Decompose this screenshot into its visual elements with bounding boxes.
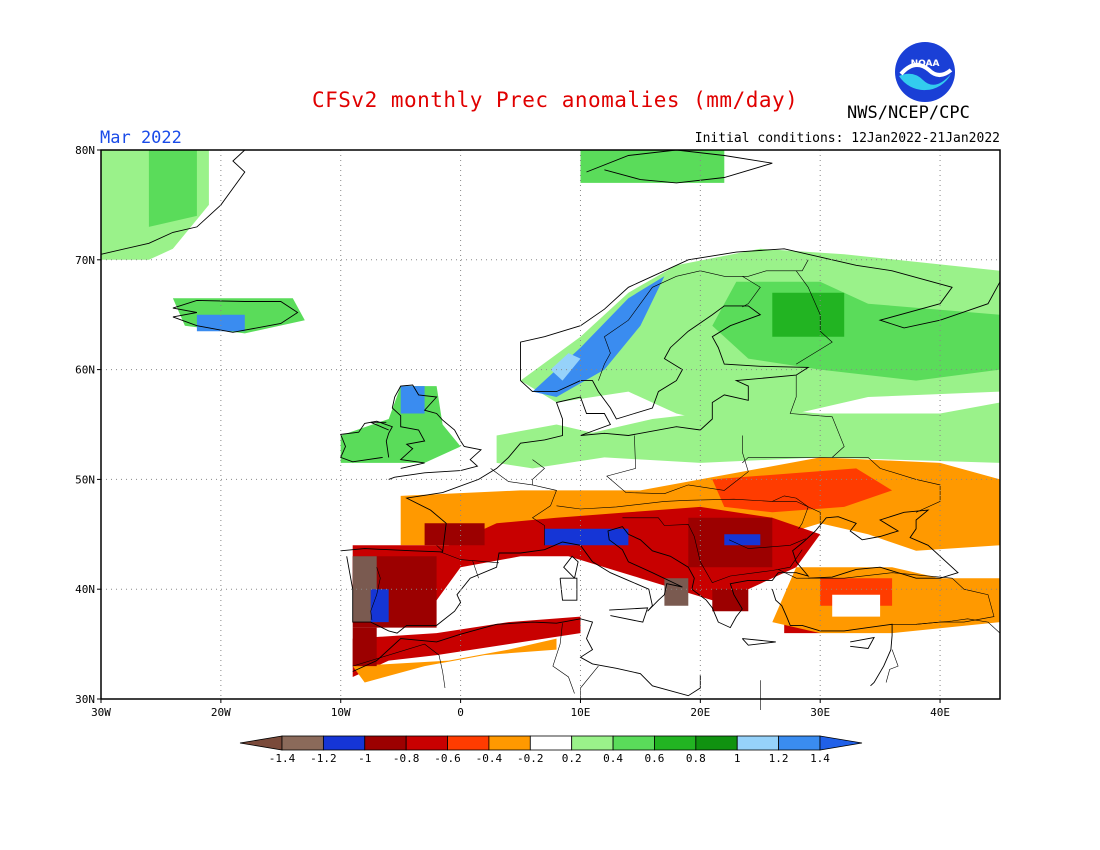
colorbar-label: -1 <box>358 752 371 765</box>
logo-text: NOAA <box>911 59 940 69</box>
chart-title: CFSv2 monthly Prec anomalies (mm/day) <box>312 88 799 112</box>
colorbar-label: -0.8 <box>393 752 420 765</box>
lon-tick-label: 20E <box>690 706 710 719</box>
axis-ticks: 30W 20W 10W 0 10E 20E 30E 40E 80N 70N 60N 50N 40N 30N <box>75 144 950 719</box>
lon-tick-label: 30W <box>91 706 111 719</box>
colorbar-label: -1.4 <box>269 752 296 765</box>
colorbar-label: -0.6 <box>434 752 461 765</box>
lat-tick-label: 50N <box>75 473 95 486</box>
colorbar-arrow-low <box>239 735 283 751</box>
colorbar-swatch <box>612 735 655 751</box>
initial-conditions: Initial conditions: 12Jan2022-21Jan2022 <box>694 131 1000 146</box>
lat-tick-label: 30N <box>75 693 95 706</box>
colorbar-swatch <box>281 735 324 751</box>
lon-tick-label: 10W <box>331 706 351 719</box>
colorbar-swatch <box>322 735 366 751</box>
lon-tick-label: 0 <box>457 706 464 719</box>
anomaly-fields <box>101 150 1000 683</box>
lat-tick-label: 60N <box>75 364 95 377</box>
lat-tick-label: 70N <box>75 254 95 267</box>
colorbar-swatch <box>695 735 738 751</box>
colorbar-swatch <box>529 735 573 751</box>
colorbar-arrow-high <box>819 735 863 751</box>
lon-tick-label: 20W <box>211 706 231 719</box>
colorbar-label: 0.2 <box>562 752 582 765</box>
colorbar-label: 1.4 <box>810 752 830 765</box>
colorbar-label: 1.2 <box>769 752 789 765</box>
lat-tick-label: 40N <box>75 583 95 596</box>
lon-tick-label: 10E <box>571 706 591 719</box>
colorbar-swatch <box>488 735 531 751</box>
forecast-period: Mar 2022 <box>100 128 182 148</box>
colorbar-label: 0.8 <box>686 752 706 765</box>
colorbar-label: -0.2 <box>517 752 544 765</box>
agency-label: NWS/NCEP/CPC <box>847 103 970 123</box>
noaa-logo: NOAA <box>893 40 957 104</box>
colorbar-swatch <box>778 735 821 751</box>
colorbar-label: -1.2 <box>310 752 337 765</box>
colorbar-swatch <box>736 735 780 751</box>
colorbar-swatch <box>654 735 697 751</box>
colorbar-label: -0.4 <box>476 752 503 765</box>
lat-tick-label: 80N <box>75 144 95 157</box>
colorbar-label: 0.4 <box>603 752 623 765</box>
lon-tick-label: 40E <box>930 706 950 719</box>
colorbar-swatch <box>447 735 490 751</box>
map-frame <box>100 149 1001 700</box>
colorbar-swatch <box>364 735 407 751</box>
colorbar-swatch <box>571 735 614 751</box>
lon-tick-label: 30E <box>810 706 830 719</box>
colorbar-label: 1 <box>734 752 741 765</box>
colorbar-label: 0.6 <box>645 752 665 765</box>
colorbar-swatch <box>405 735 448 751</box>
